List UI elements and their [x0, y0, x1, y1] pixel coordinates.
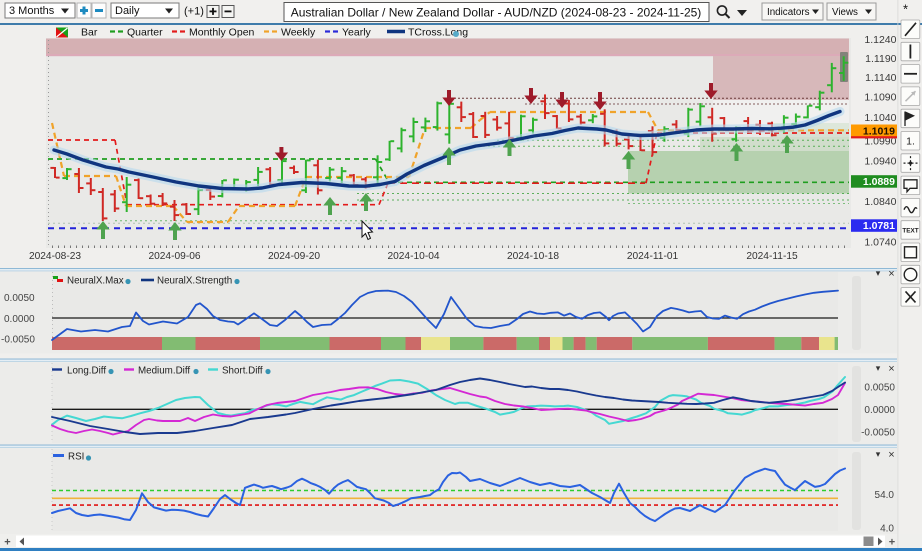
svg-text:Long.Diff: Long.Diff — [67, 366, 106, 377]
svg-text:Bar: Bar — [81, 27, 98, 39]
svg-text:▾: ▾ — [876, 268, 881, 278]
svg-text:54.0: 54.0 — [875, 490, 895, 501]
svg-text:0.0050: 0.0050 — [4, 293, 35, 304]
svg-text:1.1190: 1.1190 — [865, 53, 896, 65]
svg-text:Quarter: Quarter — [127, 27, 163, 39]
svg-text:1.0940: 1.0940 — [864, 155, 896, 167]
svg-text:TCross.Long: TCross.Long — [408, 27, 468, 39]
svg-text:NeuralX.Max: NeuralX.Max — [67, 276, 124, 287]
svg-text:Monthly Open: Monthly Open — [189, 27, 255, 39]
svg-text:0.0050: 0.0050 — [864, 383, 895, 394]
svg-text:4.0: 4.0 — [880, 524, 894, 535]
svg-text:+: + — [4, 537, 10, 549]
svg-text:Medium.Diff: Medium.Diff — [138, 366, 190, 377]
svg-text:1.0889: 1.0889 — [863, 176, 895, 188]
svg-text:+: + — [889, 537, 895, 549]
svg-text:3 Months: 3 Months — [9, 5, 55, 17]
svg-text:Weekly: Weekly — [281, 27, 316, 39]
svg-text:1.1090: 1.1090 — [864, 92, 896, 104]
svg-text:×: × — [888, 363, 894, 375]
svg-text:1.1019: 1.1019 — [863, 125, 895, 137]
svg-text:2024-11-01: 2024-11-01 — [627, 251, 679, 262]
svg-text:1.0990: 1.0990 — [864, 136, 896, 148]
svg-text:-0.0050: -0.0050 — [861, 427, 895, 438]
svg-text:1.1140: 1.1140 — [865, 72, 896, 84]
svg-text:2024-10-04: 2024-10-04 — [387, 251, 439, 262]
svg-text:2024-10-18: 2024-10-18 — [507, 251, 559, 262]
svg-text:0.0000: 0.0000 — [4, 314, 35, 325]
svg-text:1.: 1. — [906, 136, 915, 148]
svg-text:Yearly: Yearly — [342, 27, 372, 39]
svg-text:Views: Views — [832, 7, 858, 18]
svg-text:1.0840: 1.0840 — [864, 196, 896, 208]
svg-text:1.1240: 1.1240 — [864, 34, 896, 46]
svg-text:▾: ▾ — [876, 449, 881, 459]
svg-text:2024-11-15: 2024-11-15 — [746, 251, 798, 262]
svg-text:Daily: Daily — [115, 5, 140, 17]
svg-text:×: × — [888, 268, 894, 280]
svg-text:×: × — [888, 449, 894, 461]
svg-text:0.0000: 0.0000 — [864, 405, 895, 416]
svg-text:RSI: RSI — [68, 452, 84, 463]
svg-text:1.0740: 1.0740 — [864, 237, 896, 249]
svg-text:TEXT: TEXT — [902, 227, 918, 234]
svg-text:▾: ▾ — [876, 363, 881, 373]
svg-text:Short.Diff: Short.Diff — [222, 366, 263, 377]
svg-text:Australian Dollar / New Zealan: Australian Dollar / New Zealand Dollar -… — [291, 6, 702, 20]
svg-text:1.1040: 1.1040 — [864, 112, 896, 124]
svg-text:*: * — [903, 2, 908, 17]
svg-text:2024-08-23: 2024-08-23 — [29, 251, 81, 262]
svg-text:2024-09-20: 2024-09-20 — [268, 251, 320, 262]
svg-text:1.0781: 1.0781 — [863, 220, 895, 232]
svg-text:2024-09-06: 2024-09-06 — [148, 251, 200, 262]
svg-text:NeuralX.Strength: NeuralX.Strength — [157, 276, 232, 287]
svg-text:Indicators: Indicators — [767, 7, 810, 18]
svg-text:(+1): (+1) — [184, 6, 204, 18]
svg-text:-0.0050: -0.0050 — [1, 335, 35, 346]
